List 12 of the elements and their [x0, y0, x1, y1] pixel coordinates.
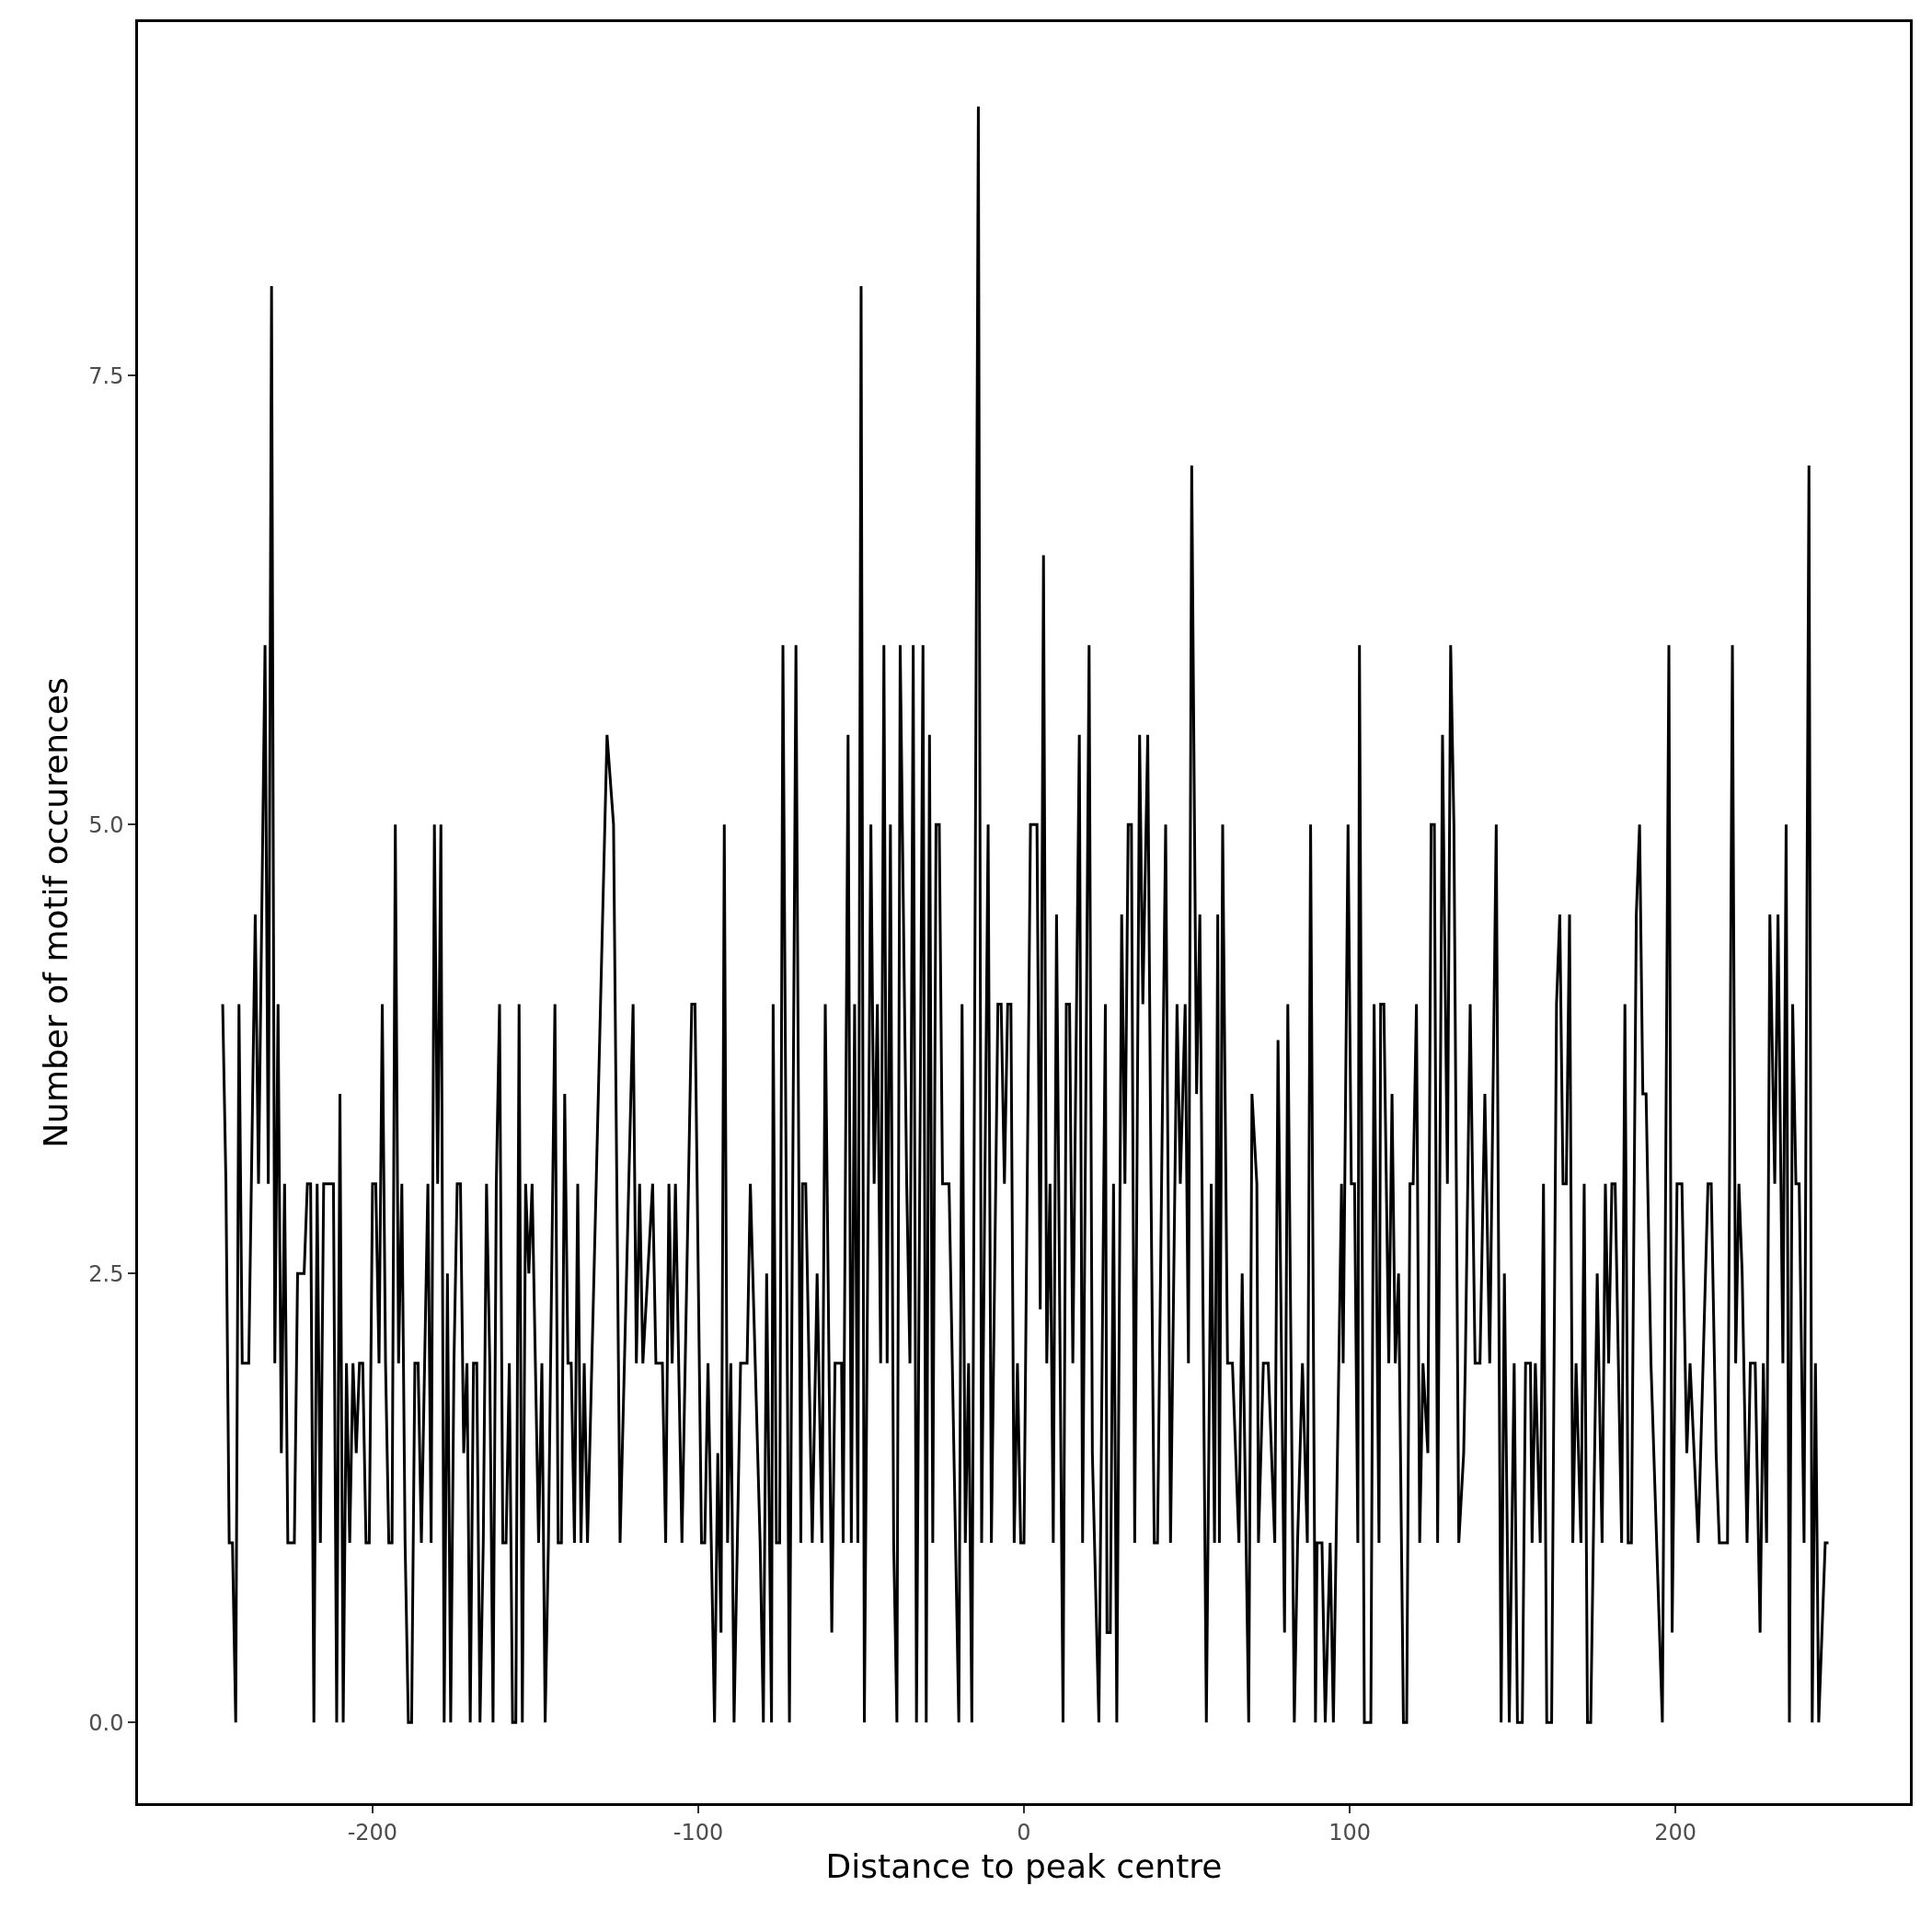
- y-tick-label: 0.0: [88, 1709, 124, 1736]
- x-tick-label: 100: [1328, 1819, 1371, 1846]
- x-tick-label: 200: [1654, 1819, 1696, 1846]
- line-series: [221, 105, 1830, 1724]
- y-tick-label: 2.5: [88, 1260, 124, 1287]
- y-axis-title: Number of motif occurences: [37, 677, 75, 1148]
- y-tick-label: 7.5: [88, 362, 124, 389]
- y-tick-label: 5.0: [88, 811, 124, 838]
- x-tick-label: -200: [347, 1819, 398, 1846]
- x-axis-title: Distance to peak centre: [825, 1847, 1223, 1886]
- x-tick-label: 0: [1017, 1819, 1031, 1846]
- x-tick-label: -100: [673, 1819, 724, 1846]
